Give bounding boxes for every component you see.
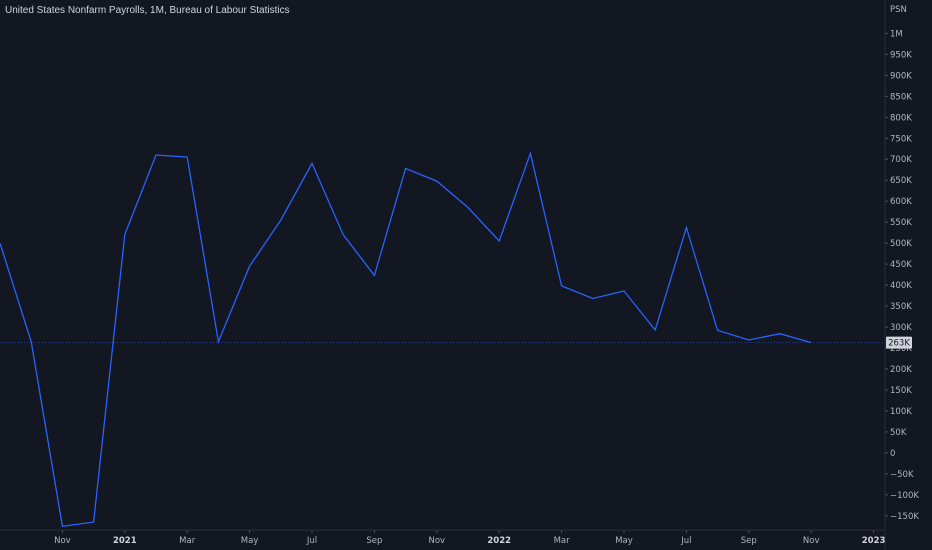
last-value-badge: [886, 336, 912, 349]
x-tick-label: Nov: [803, 536, 820, 546]
data-point-2021-06[interactable]: [279, 218, 283, 222]
last-value-label: 263K: [888, 339, 910, 349]
x-tick-label: Nov: [429, 536, 446, 546]
y-tick-label: 950K: [890, 50, 912, 60]
y-tick-label: 100K: [890, 407, 912, 417]
y-tick-label: 400K: [890, 281, 912, 291]
x-tick-label: Sep: [366, 536, 382, 546]
data-point-2021-01[interactable]: [123, 233, 127, 237]
x-tick-label: May: [241, 536, 259, 546]
y-tick-label: 1M: [890, 29, 903, 39]
y-tick-label: 300K: [890, 323, 912, 333]
data-point-2020-11[interactable]: [60, 524, 64, 528]
y-tick-label: −50K: [890, 470, 914, 480]
y-tick-label: −100K: [890, 491, 919, 501]
y-tick-label: 850K: [890, 92, 912, 102]
time-axis[interactable]: Nov 2021 Mar May Jul Sep Nov 2022 Mar May Jul Sep No…: [54, 530, 932, 546]
x-tick-label: 2023: [862, 536, 886, 546]
price-axis-unit-label: PSN: [890, 5, 907, 15]
y-tick-label: 0: [890, 449, 895, 459]
y-tick-label: 900K: [890, 71, 912, 81]
data-point-2021-11[interactable]: [435, 179, 439, 183]
y-tick-label: 800K: [890, 113, 912, 123]
y-tick-label: 750K: [890, 134, 912, 144]
x-tick-label: 2022: [487, 536, 511, 546]
y-tick-label: 700K: [890, 155, 912, 165]
data-point-2020-12[interactable]: [92, 520, 96, 524]
data-point-2021-03[interactable]: [185, 155, 189, 159]
y-tick-label: 350K: [890, 302, 912, 312]
y-tick-label: 550K: [890, 218, 912, 228]
chart-title: United States Nonfarm Payrolls, 1M, Bure…: [5, 5, 290, 16]
y-tick-label: 600K: [890, 197, 912, 207]
data-point-2022-04[interactable]: [591, 297, 595, 301]
data-point-2021-02[interactable]: [154, 153, 158, 157]
x-tick-label: Nov: [54, 536, 71, 546]
data-point-2021-08[interactable]: [341, 233, 345, 237]
data-point-2021-12[interactable]: [466, 206, 470, 210]
data-point-2022-05[interactable]: [622, 289, 626, 293]
data-point-2022-01[interactable]: [497, 239, 501, 243]
data-point-2021-07[interactable]: [310, 161, 314, 165]
price-axis[interactable]: PSN 1M 950K 900K 850K 800K 750K 700K 650K 600K 550…: [885, 5, 919, 522]
y-tick-label: 450K: [890, 260, 912, 270]
y-tick-label: 650K: [890, 176, 912, 186]
data-point-2022-07[interactable]: [684, 226, 688, 230]
plot-area[interactable]: [0, 151, 885, 528]
x-tick-label: Sep: [741, 536, 757, 546]
series-line: [0, 151, 812, 528]
x-tick-label: Mar: [554, 536, 571, 546]
data-point-2022-09[interactable]: [747, 338, 751, 342]
data-point-2021-10[interactable]: [404, 167, 408, 171]
x-tick-label: 2021: [113, 536, 137, 546]
y-tick-label: 200K: [890, 365, 912, 375]
data-point-2022-08[interactable]: [716, 328, 720, 332]
data-point-2022-10[interactable]: [778, 332, 782, 336]
data-point-2022-11[interactable]: [809, 341, 813, 345]
data-point-2022-03[interactable]: [560, 284, 564, 288]
x-tick-label: May: [615, 536, 633, 546]
y-tick-label: −150K: [890, 512, 919, 522]
data-point-2020-10[interactable]: [29, 340, 33, 344]
x-tick-label: Mar: [179, 536, 196, 546]
y-tick-label: 150K: [890, 386, 912, 396]
y-tick-label: 250K: [890, 344, 912, 354]
y-tick-label: 500K: [890, 239, 912, 249]
data-point-2022-02[interactable]: [528, 151, 532, 155]
data-point-2021-04[interactable]: [216, 340, 220, 344]
x-tick-label: Jul: [680, 536, 691, 546]
x-tick-label: Jul: [306, 536, 317, 546]
y-tick-label: 50K: [890, 428, 907, 438]
data-point-2021-09[interactable]: [372, 273, 376, 277]
data-point-2021-05[interactable]: [248, 264, 252, 268]
data-point-2022-06[interactable]: [653, 328, 657, 332]
